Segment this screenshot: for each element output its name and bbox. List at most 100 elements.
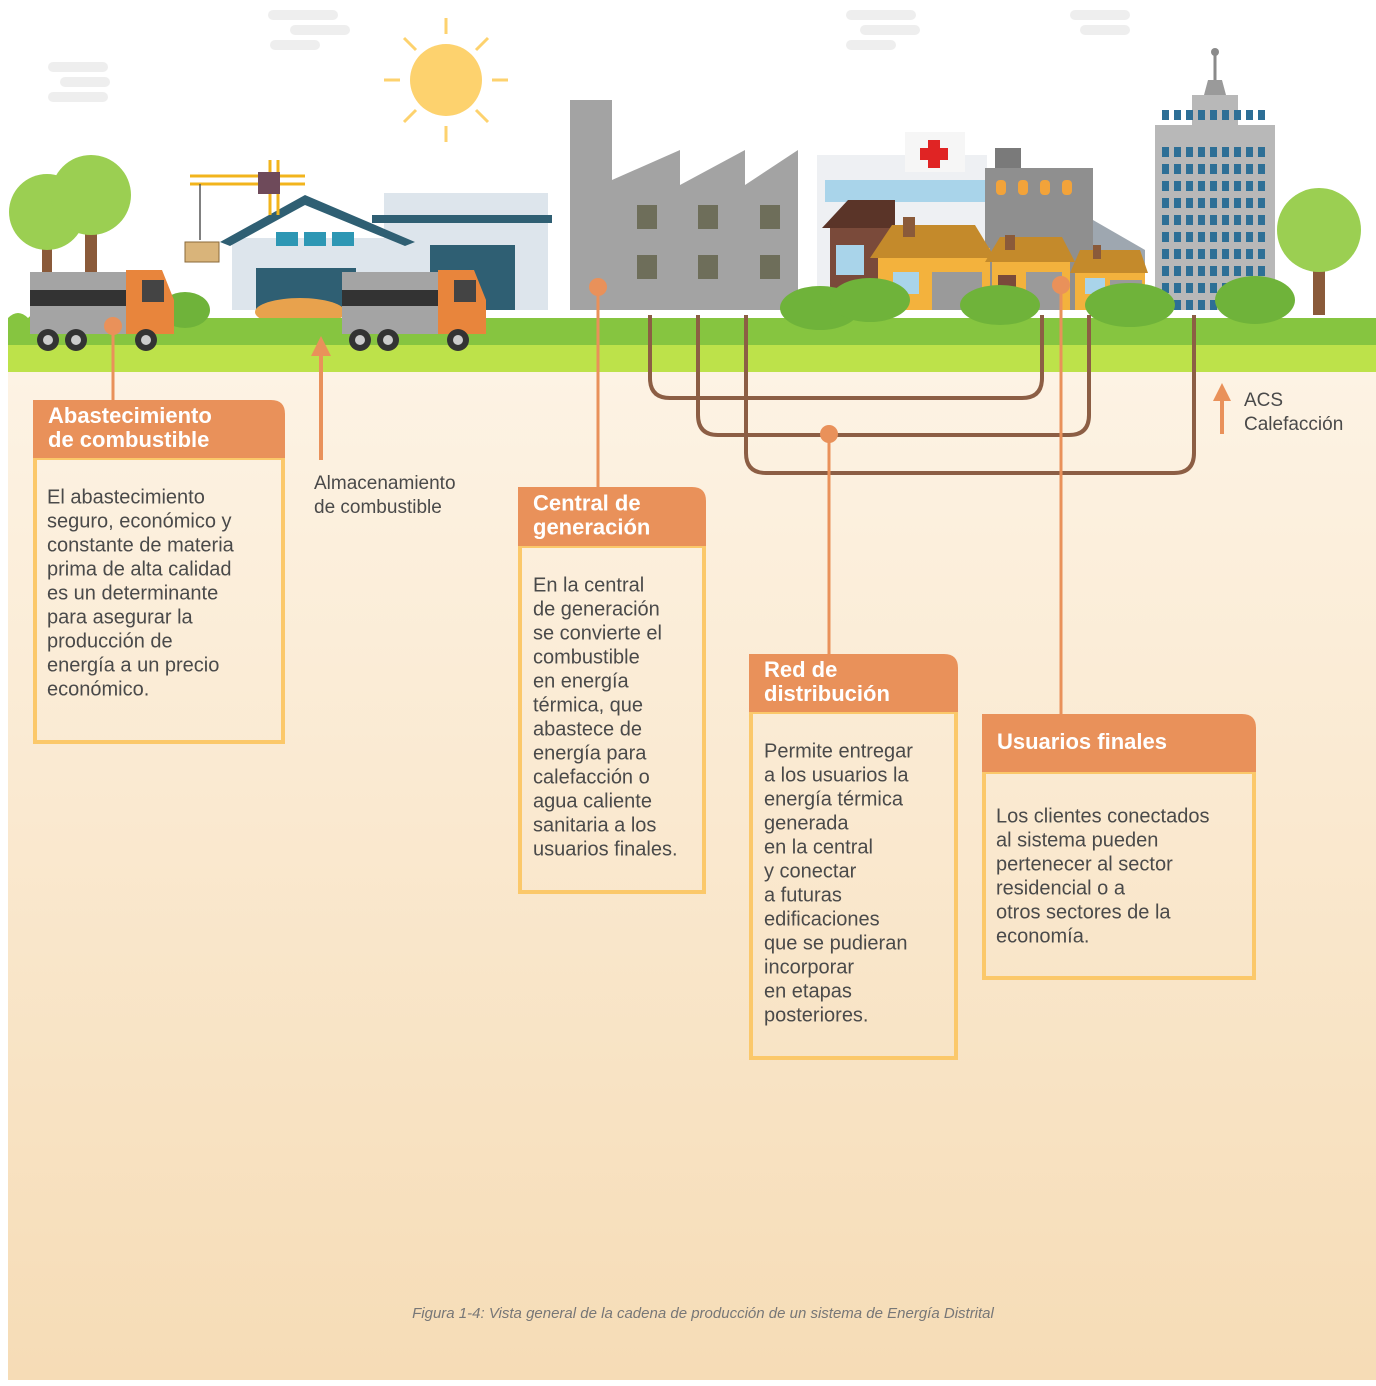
window [1210,232,1217,242]
houses-part [985,237,1075,262]
box-text: seguro, económico y [47,510,232,532]
window [1210,164,1217,174]
box-text: en etapas [764,980,852,1002]
sun-part [410,44,482,116]
flow-label: Calefacción [1244,414,1343,435]
window [1186,181,1193,191]
box-text: constante de materia [47,534,235,556]
window [1222,266,1229,276]
gray-building-part-part [1018,180,1028,195]
clouds-part [48,62,108,72]
clouds-part [60,77,110,87]
box-text: para asegurar la [47,606,194,628]
window [1258,110,1265,120]
bushes-part [830,278,910,322]
trees-part [1277,188,1361,272]
window [1198,215,1205,225]
window [1174,198,1181,208]
window [1162,181,1169,191]
hub [43,335,53,345]
bushes-part [1215,276,1295,324]
box-text: al sistema pueden [996,829,1158,851]
houses-part [1093,245,1101,259]
window [1246,147,1253,157]
box-text: de generación [533,598,660,620]
warehouse-part [276,232,354,246]
window [1210,215,1217,225]
box-text: combustible [533,646,640,668]
box-text: térmica, que [533,694,643,716]
gray-building-part-part [1040,180,1050,195]
window [1186,164,1193,174]
box-text: Los clientes conectados [996,805,1209,827]
tower [1155,48,1275,310]
window [1234,164,1241,174]
window [1222,249,1229,259]
window [1198,249,1205,259]
window [1234,198,1241,208]
box-title: distribución [764,681,890,706]
box-text: usuarios finales. [533,838,678,860]
window [1162,249,1169,259]
window [1186,300,1193,310]
window [1174,300,1181,310]
box-text: posteriores. [764,1004,869,1026]
window [1258,249,1265,259]
box-text: económico. [47,678,149,700]
truck-band [30,290,128,306]
box-text: energía para [533,742,647,764]
clouds [48,10,1130,102]
box-text: calefacción o [533,766,650,788]
factory-part-part [637,255,657,279]
flow-label: ACS [1244,390,1283,411]
window [1162,164,1169,174]
warehouse-part [372,215,552,223]
window [1234,147,1241,157]
hub [453,335,463,345]
window [1174,249,1181,259]
box-text: en energía [533,670,630,692]
window [1186,198,1193,208]
window [1246,164,1253,174]
window [1210,147,1217,157]
window [1162,110,1169,120]
window [1258,215,1265,225]
connector-dot [589,278,607,296]
factory-part-part [760,205,780,229]
window [1198,110,1205,120]
bushes-part [960,285,1040,325]
clouds-part [268,10,338,20]
connector-dot [820,425,838,443]
clouds-part [1080,25,1130,35]
box-text: es un determinante [47,582,218,604]
window [1234,110,1241,120]
window [1210,110,1217,120]
box-text: pertenecer al sector [996,853,1173,875]
window [1246,249,1253,259]
box-text: producción de [47,630,173,652]
window [1174,147,1181,157]
box-title: Abastecimiento [48,403,212,428]
box-text: a los usuarios la [764,764,909,786]
box-title: Red de [764,657,837,682]
window [1222,164,1229,174]
connector-dot [104,317,122,335]
window [1222,147,1229,157]
window [1174,110,1181,120]
window [1210,198,1217,208]
houses-part [903,217,915,237]
box-text: a futuras [764,884,842,906]
window [1198,198,1205,208]
window [1198,283,1205,293]
window [1246,215,1253,225]
sun [384,18,508,142]
window [1246,266,1253,276]
window [1210,249,1217,259]
clouds-part [48,92,108,102]
sun-part-part [404,38,416,50]
truck-window [454,280,476,302]
window [1186,147,1193,157]
box-text: Permite entregar [764,740,913,762]
clouds-part [860,25,920,35]
factory [570,100,798,310]
